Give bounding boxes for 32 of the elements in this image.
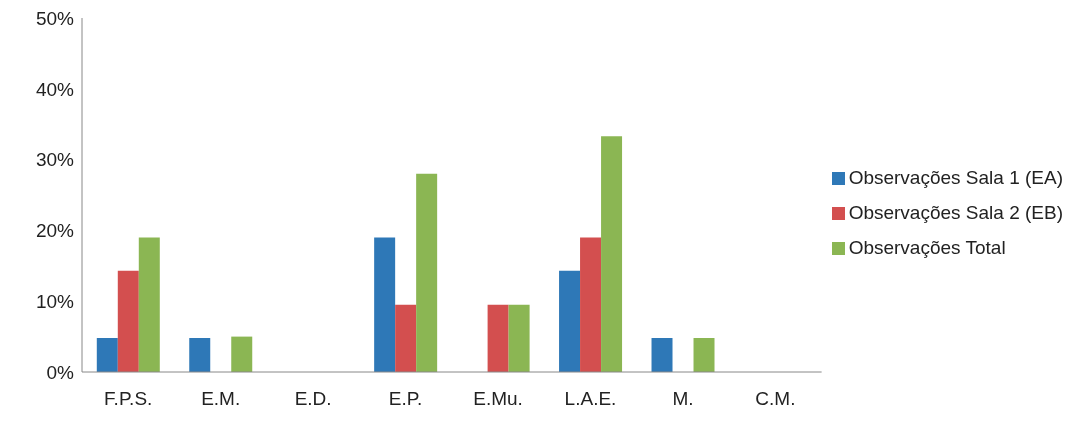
bar [395,304,417,372]
x-tick-label: E.D. [294,388,332,410]
bar [374,237,396,372]
bar [117,270,139,372]
bar [508,304,530,372]
x-tick-label: E.P. [388,388,423,410]
bar [651,338,673,372]
bar [693,338,715,372]
bar [601,136,623,372]
x-tick-label: F.P.S. [104,388,153,410]
y-tick-label: 20% [35,220,75,242]
legend-label: Observações Sala 1 (EA) [848,166,1063,188]
bar [96,338,118,372]
x-tick-label: E.Mu. [473,388,523,410]
y-tick-label: 40% [35,78,75,100]
x-tick-label: L.A.E. [564,388,617,410]
bar [138,237,160,372]
x-tick-label: C.M. [755,388,796,410]
bar [487,304,509,372]
x-tick-label: M. [672,388,694,410]
bar [231,336,253,372]
legend-label: Observações Total [848,236,1006,258]
bar [416,173,438,372]
bar [580,237,602,372]
legend-label: Observações Sala 2 (EB) [848,201,1063,223]
y-tick-label: 30% [35,149,75,171]
x-tick-label: E.M. [201,388,241,410]
y-tick-label: 0% [46,361,75,383]
bar [189,338,211,372]
y-tick-label: 50% [35,7,75,29]
bar [559,270,581,372]
y-tick-label: 10% [35,290,75,312]
